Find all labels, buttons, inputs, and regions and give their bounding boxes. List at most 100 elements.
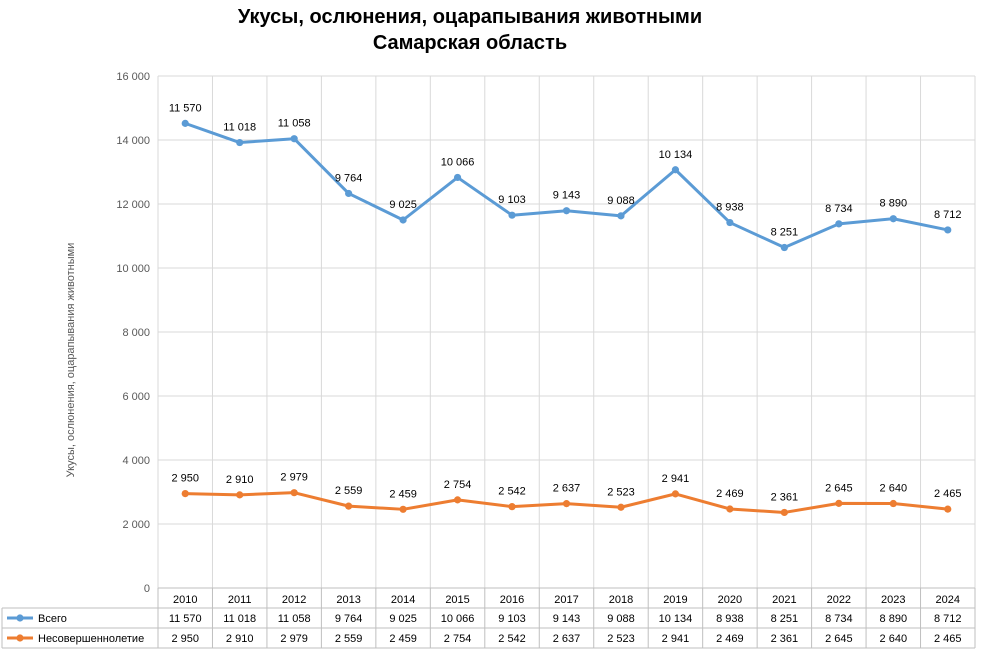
data-point-total: [236, 138, 244, 147]
x-tick-label: 2022: [827, 594, 851, 606]
series-line-total: [184, 121, 949, 250]
data-label-minors: 2 465: [934, 488, 962, 500]
table-value-minors: 2 645: [825, 633, 853, 645]
data-point-minors: [726, 505, 734, 513]
y-tick-label: 2 000: [122, 519, 150, 531]
x-tick-label: 2010: [173, 594, 197, 606]
data-label-total: 9 764: [335, 172, 363, 184]
gridlines: [157, 75, 976, 589]
data-table: 2010 2011 2012 2013 2014 2015 2016 2017 2018 2019…: [1, 587, 976, 649]
table-value-minors: 2 542: [498, 633, 526, 645]
data-label-minors: 2 941: [662, 473, 690, 485]
y-tick-label: 0: [144, 583, 150, 595]
table-value-minors: 2 523: [607, 633, 635, 645]
legend-label-total: Всего: [38, 613, 67, 625]
table-value-minors: 2 361: [771, 633, 799, 645]
table-value-minors: 2 465: [934, 633, 962, 645]
table-value-total: 10 134: [659, 613, 693, 625]
data-label-minors: 2 361: [771, 491, 799, 503]
data-label-total: 8 890: [880, 198, 908, 210]
table-value-total: 8 251: [771, 613, 799, 625]
data-point-minors: [780, 508, 788, 517]
table-value-minors: 2 469: [716, 633, 744, 645]
data-point-total: [617, 212, 625, 220]
data-point-total: [889, 215, 897, 223]
data-label-total: 11 018: [223, 122, 256, 134]
x-tick-label: 2013: [336, 594, 360, 606]
table-value-total: 9 025: [389, 613, 417, 625]
data-label-total: 9 143: [553, 190, 581, 202]
data-point-minors: [181, 490, 189, 498]
data-point-minors: [562, 500, 571, 508]
table-value-minors: 2 640: [880, 633, 908, 645]
data-label-total: 11 570: [169, 102, 202, 114]
data-point-minors: [944, 505, 952, 513]
data-point-minors: [399, 505, 407, 513]
data-label-total: 11 058: [278, 118, 311, 130]
chart-title-line-1: Укусы, ослюнения, оцарапывания животными: [237, 6, 703, 28]
table-value-total: 8 734: [825, 613, 853, 625]
chart-title-line-2: Самарская область: [372, 32, 568, 54]
data-labels: 11 570 11 018 11 058 9 764 9 025 10 066 9 103 9…: [169, 102, 962, 503]
y-tick-label: 10 000: [116, 263, 150, 275]
x-tick-label: 2018: [609, 594, 633, 606]
data-label-minors: 2 469: [716, 488, 744, 500]
table-value-minors: 2 754: [444, 633, 472, 645]
x-tick-label: 2014: [391, 594, 415, 606]
data-point-total: [290, 135, 298, 143]
table-value-total: 11 058: [278, 613, 311, 625]
x-tick-label: 2020: [718, 594, 742, 606]
data-point-total: [399, 216, 407, 224]
table-value-total: 9 103: [498, 613, 526, 625]
legend-label-minors: Несовершеннолетие: [38, 633, 144, 645]
data-point-minors: [236, 491, 244, 499]
y-tick-label: 14 000: [116, 135, 150, 147]
table-value-total: 9 764: [335, 613, 363, 625]
y-axis-ticks: 0 2 000 4 000 6 000 8 000 10 000 12 000 14 000 1…: [116, 71, 150, 595]
table-value-minors: 2 910: [226, 633, 254, 645]
table-value-total: 9 143: [553, 613, 581, 625]
data-point-minors: [889, 499, 897, 508]
table-value-minors: 2 941: [662, 633, 690, 645]
table-value-minors: 2 637: [553, 633, 581, 645]
data-label-minors: 2 542: [498, 486, 526, 498]
data-point-minors: [617, 503, 625, 511]
y-tick-label: 12 000: [116, 199, 150, 211]
data-point-minors: [835, 499, 843, 507]
data-label-total: 8 734: [825, 203, 853, 215]
table-value-minors: 2 950: [171, 633, 199, 645]
series-lines: [181, 119, 952, 517]
data-point-total: [453, 173, 462, 182]
x-tick-label: 2012: [282, 594, 306, 606]
data-point-total: [181, 119, 189, 127]
table-value-minors: 2 459: [389, 633, 417, 645]
table-value-total: 8 938: [716, 613, 744, 625]
legend-marker-total: [16, 614, 24, 622]
data-label-total: 9 088: [607, 195, 635, 207]
data-point-minors: [508, 503, 516, 511]
y-tick-label: 6 000: [122, 391, 150, 403]
data-label-minors: 2 523: [607, 486, 635, 498]
table-value-total: 10 066: [441, 613, 475, 625]
data-point-total: [562, 207, 571, 215]
y-tick-label: 8 000: [122, 327, 150, 339]
x-tick-label: 2024: [936, 594, 960, 606]
data-label-minors: 2 910: [226, 474, 254, 486]
data-label-minors: 2 459: [389, 488, 417, 500]
data-point-total: [726, 218, 734, 227]
y-tick-label: 4 000: [122, 455, 150, 467]
data-point-minors: [671, 490, 680, 498]
data-point-minors: [345, 502, 353, 510]
data-label-minors: 2 754: [444, 479, 472, 491]
data-label-total: 8 712: [934, 209, 962, 221]
data-label-minors: 2 950: [171, 473, 199, 485]
x-tick-label: 2016: [500, 594, 524, 606]
table-value-total: 9 088: [607, 613, 635, 625]
data-point-total: [944, 226, 952, 234]
x-tick-label: 2017: [554, 594, 578, 606]
data-label-minors: 2 645: [825, 482, 853, 494]
data-label-total: 8 251: [771, 227, 799, 239]
x-tick-label: 2015: [445, 594, 469, 606]
data-label-total: 10 066: [441, 156, 475, 168]
